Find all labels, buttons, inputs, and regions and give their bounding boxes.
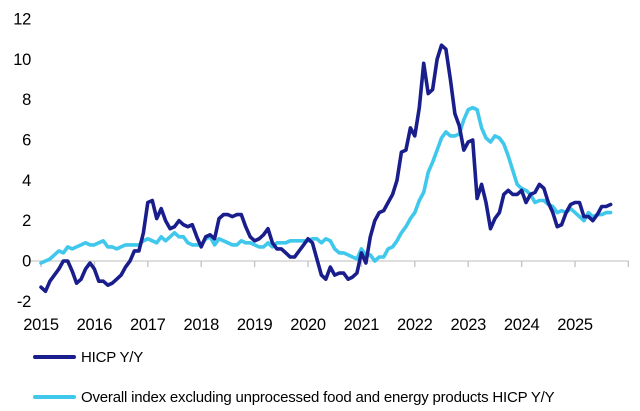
x-axis-label: 2018 xyxy=(183,316,219,334)
x-axis-label: 2016 xyxy=(77,316,113,334)
x-axis-label: 2021 xyxy=(344,316,380,334)
legend-item-core-hicp: Overall index excluding unprocessed food… xyxy=(33,387,633,407)
y-axis-label: 4 xyxy=(22,172,31,190)
y-axis-label: 2 xyxy=(22,212,31,230)
x-axis-label: 2019 xyxy=(237,316,273,334)
x-axis-label: 2025 xyxy=(557,316,593,334)
y-axis-label: 0 xyxy=(22,253,31,271)
y-axis-label: 12 xyxy=(13,11,31,29)
x-axis-label: 2023 xyxy=(450,316,486,334)
x-axis-label: 2017 xyxy=(130,316,166,334)
core-hicp-line xyxy=(39,105,613,265)
hicp-legend-label: HICP Y/Y xyxy=(81,348,144,366)
y-axis-label: 6 xyxy=(22,132,31,150)
x-axis-label: 2022 xyxy=(397,316,433,334)
x-axis-label: 2020 xyxy=(290,316,326,334)
core-hicp-legend-label: Overall index excluding unprocessed food… xyxy=(81,388,555,406)
y-axis-label: 8 xyxy=(22,91,31,109)
x-axis-label: 2015 xyxy=(23,316,59,334)
y-axis-label: -2 xyxy=(17,293,31,311)
legend-item-hicp: HICP Y/Y xyxy=(33,347,633,367)
x-axis-label: 2024 xyxy=(504,316,540,334)
core-hicp-line-swatch xyxy=(33,395,76,399)
hicp-line xyxy=(39,43,613,294)
hicp-line-swatch xyxy=(33,355,76,359)
legend: HICP Y/Y Overall index excluding unproce… xyxy=(33,347,633,407)
y-axis-label: 10 xyxy=(13,51,31,69)
